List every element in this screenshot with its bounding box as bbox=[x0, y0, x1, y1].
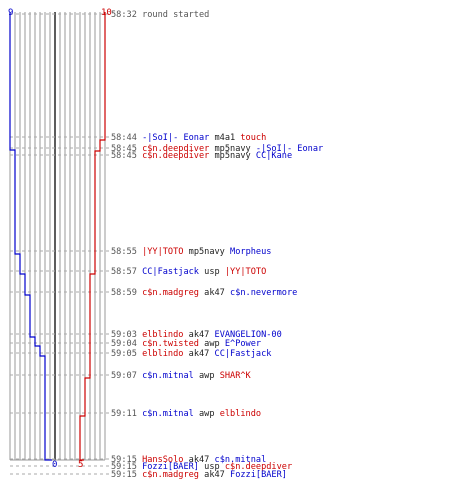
kill-log: 58:32 round started 58:44 -|SoI|- Eonar m… bbox=[111, 10, 323, 480]
weapon-name: mp5navy bbox=[209, 151, 256, 161]
player-name: c$n.madgreg bbox=[142, 288, 199, 298]
weapon-name: ak47 bbox=[199, 288, 230, 298]
red-team-start-count: 10 bbox=[101, 8, 112, 18]
event-time: 59:15 bbox=[111, 470, 137, 480]
player-name: c$n.twisted bbox=[142, 339, 199, 349]
event-time: 59:03 bbox=[111, 330, 137, 340]
player-name: c$n.deepdiver bbox=[225, 462, 292, 472]
player-name: -|SoI|- Eonar bbox=[142, 133, 209, 143]
kill-log-row: 58:45 c$n.deepdiver mp5navy CC|Kane bbox=[111, 151, 292, 161]
player-name: Morpheus bbox=[230, 247, 271, 257]
player-name: c$n.mitnal bbox=[142, 409, 194, 419]
blue-team-end-count: 0 bbox=[52, 460, 57, 470]
player-name: CC|Fastjack bbox=[142, 267, 200, 277]
alive-count-steps bbox=[9, 12, 106, 461]
kill-log-row: 59:03 elblindo ak47 EVANGELION-00 bbox=[111, 330, 282, 340]
player-name: elblindo bbox=[142, 330, 183, 340]
player-name: c$n.mitnal bbox=[142, 371, 194, 381]
red-team-end-count: 5 bbox=[78, 460, 83, 470]
weapon-name: awp bbox=[194, 409, 220, 419]
event-time: 59:07 bbox=[111, 371, 137, 381]
kill-log-row: 59:05 elblindo ak47 CC|Fastjack bbox=[111, 349, 272, 359]
kill-log-row: 59:15 HansSolo ak47 c$n.mitnal bbox=[111, 455, 266, 465]
red-team-alive-line bbox=[79, 12, 106, 461]
event-time: 58:32 bbox=[111, 10, 137, 20]
kill-log-row: 58:32 round started bbox=[111, 10, 209, 20]
player-name: c$n.deepdiver bbox=[142, 144, 209, 154]
event-time: 58:44 bbox=[111, 133, 137, 143]
weapon-name: mp5navy bbox=[183, 247, 230, 257]
event-time: 59:04 bbox=[111, 339, 137, 349]
kill-log-row: 59:15 c$n.madgreg ak47 Fozzi[BAER] bbox=[111, 470, 287, 480]
weapon-name: usp bbox=[199, 462, 225, 472]
blue-team-start-count: 9 bbox=[8, 8, 13, 18]
player-name: CC|Kane bbox=[256, 151, 292, 161]
weapon-name: mp5navy bbox=[209, 144, 256, 154]
player-name: |YY|TOTO bbox=[225, 267, 266, 277]
event-time: 58:57 bbox=[111, 267, 137, 277]
player-name: Fozzi[BAER] bbox=[142, 462, 199, 472]
weapon-name: awp bbox=[194, 371, 220, 381]
player-name: touch bbox=[240, 133, 266, 143]
kill-log-row: 59:07 c$n.mitnal awp SHAR^K bbox=[111, 371, 252, 381]
event-time: 58:55 bbox=[111, 247, 137, 257]
weapon-name: ak47 bbox=[183, 349, 214, 359]
weapon-name: ak47 bbox=[183, 455, 214, 465]
player-name: SHAR^K bbox=[220, 371, 252, 381]
kill-log-row: 59:11 c$n.mitnal awp elblindo bbox=[111, 409, 261, 419]
player-name: E^Power bbox=[225, 339, 261, 349]
event-guide-lines bbox=[10, 13, 110, 475]
event-time: 59:15 bbox=[111, 455, 137, 465]
weapon-name: ak47 bbox=[183, 330, 214, 340]
weapon-name: m4a1 bbox=[209, 133, 240, 143]
player-name: -|SoI|- Eonar bbox=[256, 144, 323, 154]
player-name: |YY|TOTO bbox=[142, 247, 183, 257]
player-name: c$n.deepdiver bbox=[142, 151, 209, 161]
kill-log-row: 59:04 c$n.twisted awp E^Power bbox=[111, 339, 261, 349]
player-name: CC|Fastjack bbox=[215, 349, 273, 359]
player-name: elblindo bbox=[142, 349, 183, 359]
player-name: elblindo bbox=[220, 409, 261, 419]
player-name: EVANGELION-00 bbox=[215, 330, 282, 340]
player-name: c$n.madgreg bbox=[142, 470, 199, 480]
blue-team-alive-line bbox=[9, 12, 52, 461]
player-name: c$n.mitnal bbox=[215, 455, 267, 465]
event-time: 58:45 bbox=[111, 151, 137, 161]
weapon-name: awp bbox=[199, 339, 225, 349]
player-name: c$n.nevermore bbox=[230, 288, 297, 298]
kill-log-row: 58:45 c$n.deepdiver mp5navy -|SoI|- Eona… bbox=[111, 144, 323, 154]
player-name: Fozzi[BAER] bbox=[230, 470, 287, 480]
player-name: HansSolo bbox=[142, 455, 183, 465]
weapon-name: usp bbox=[199, 267, 225, 277]
event-time: 58:45 bbox=[111, 144, 137, 154]
kill-log-row: 58:44 -|SoI|- Eonar m4a1 touch bbox=[111, 133, 266, 143]
kill-log-row: 58:55 |YY|TOTO mp5navy Morpheus bbox=[111, 247, 271, 257]
kill-log-row: 59:15 Fozzi[BAER] usp c$n.deepdiver bbox=[111, 462, 292, 472]
kill-log-row: 58:57 CC|Fastjack usp |YY|TOTO bbox=[111, 267, 266, 277]
kill-log-row: 58:59 c$n.madgreg ak47 c$n.nevermore bbox=[111, 288, 297, 298]
event-time: 58:59 bbox=[111, 288, 137, 298]
event-time: 59:11 bbox=[111, 409, 137, 419]
player-count-grid bbox=[9, 12, 106, 461]
event-time: 59:15 bbox=[111, 462, 137, 472]
event-text: round started bbox=[142, 10, 209, 20]
event-time: 59:05 bbox=[111, 349, 137, 359]
weapon-name: ak47 bbox=[199, 470, 230, 480]
